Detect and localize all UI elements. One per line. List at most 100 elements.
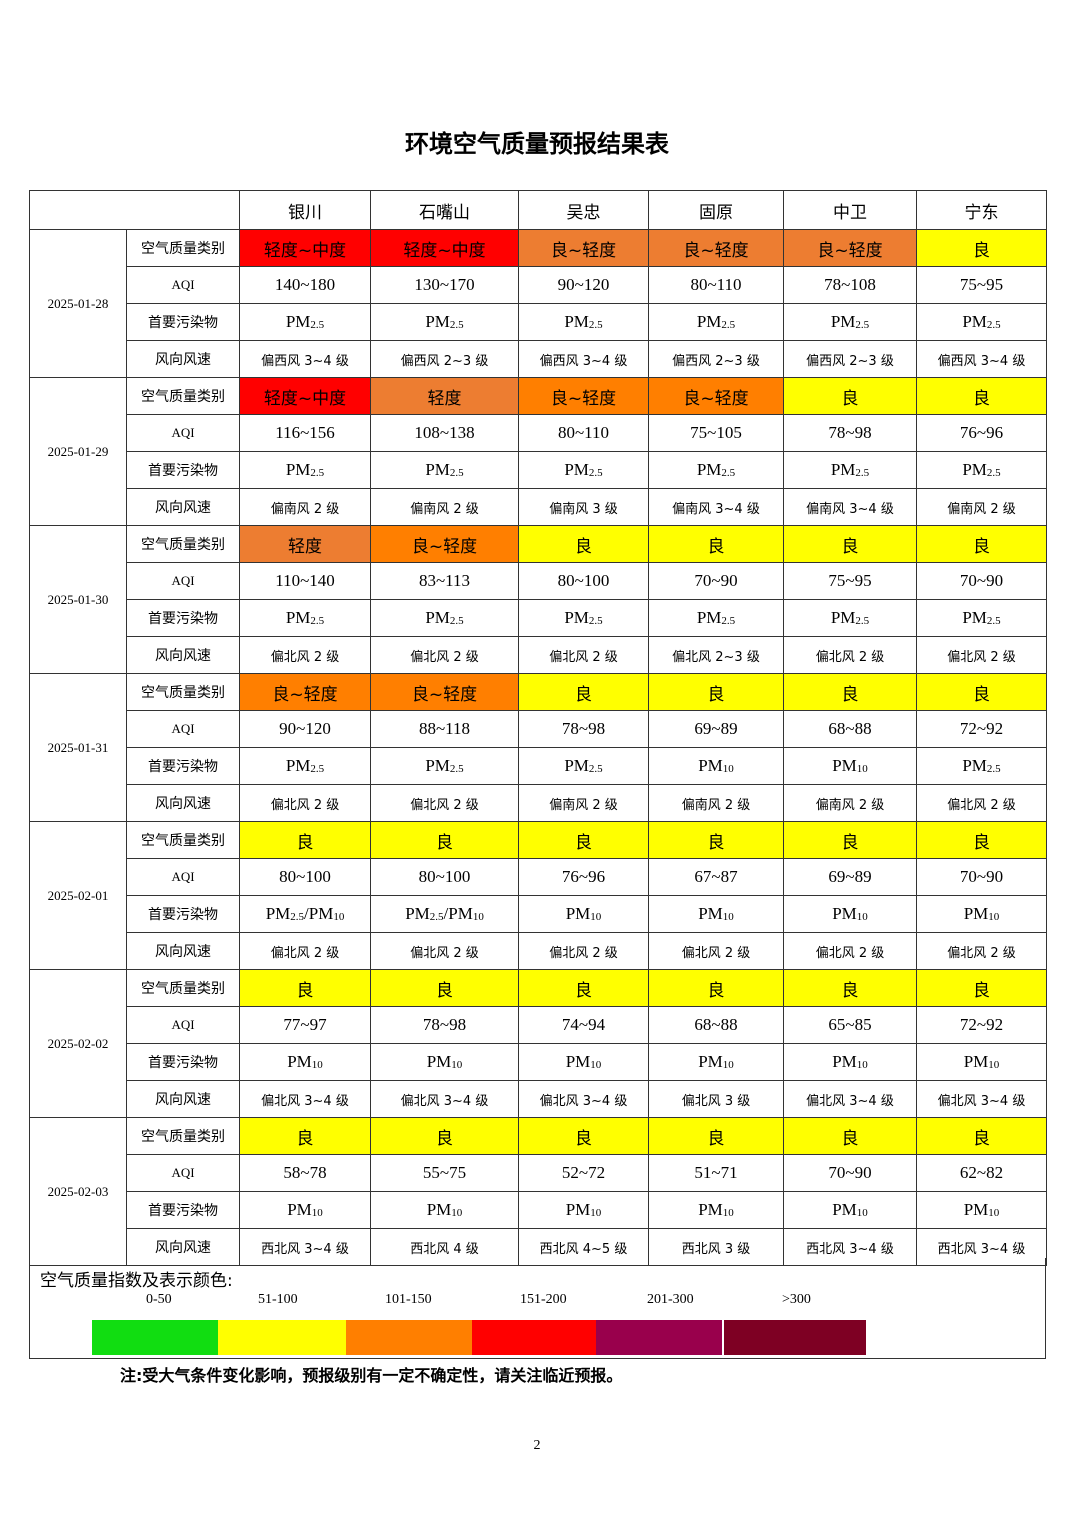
aqi-cell: 69~89 [783, 858, 917, 896]
pollutant-cell: PM2.5 [370, 747, 519, 785]
wind-cell: 偏西风 2~3 级 [648, 340, 784, 378]
aqi-cell: 68~88 [648, 1006, 784, 1044]
aqi-cell: 69~89 [648, 710, 784, 748]
pollutant-cell: PM10 [648, 747, 784, 785]
aqi-cell: 75~95 [783, 562, 917, 600]
aqi-cell: 110~140 [239, 562, 371, 600]
wind-cell: 偏北风 3~4 级 [370, 1080, 519, 1118]
row-label: 首要污染物 [126, 451, 240, 489]
aqi-cell: 62~82 [916, 1154, 1047, 1192]
table-row: 风向风速 偏西风 3~4 级偏西风 2~3 级偏西风 3~4 级偏西风 2~3 级… [30, 340, 1047, 378]
wind-cell: 偏南风 2 级 [783, 784, 917, 822]
aqi-cell: 78~108 [783, 266, 917, 304]
row-label: 风向风速 [126, 1080, 240, 1118]
wind-cell: 偏南风 2 级 [916, 488, 1047, 526]
category-cell: 良~轻度 [239, 673, 371, 711]
row-label: AQI [126, 266, 240, 304]
category-cell: 良 [783, 821, 917, 859]
pollutant-cell: PM10 [370, 1191, 519, 1229]
legend-swatch [218, 1320, 346, 1355]
legend-title: 空气质量指数及表示颜色: [40, 1271, 233, 1291]
row-label: 空气质量类别 [126, 525, 240, 563]
wind-cell: 偏北风 3~4 级 [916, 1080, 1047, 1118]
aqi-cell: 76~96 [518, 858, 649, 896]
wind-cell: 偏南风 2 级 [648, 784, 784, 822]
page-title: 环境空气质量预报结果表 [405, 130, 669, 158]
table-row: 首要污染物 PM2.5/PM10 PM2.5/PM10 PM10 PM10 PM10 PM1… [30, 895, 1047, 933]
row-label: 风向风速 [126, 636, 240, 674]
row-label: 空气质量类别 [126, 377, 240, 415]
row-label: 空气质量类别 [126, 673, 240, 711]
table-row: 2025-02-03 空气质量类别良良良良良良 [29, 1117, 1047, 1266]
row-label: 风向风速 [126, 1228, 240, 1266]
date-cell: 2025-01-28 [29, 229, 127, 378]
aqi-cell: 70~90 [783, 1154, 917, 1192]
category-cell: 良 [916, 229, 1047, 267]
city-header: 银川 [239, 190, 371, 230]
pollutant-cell: PM10 [648, 895, 784, 933]
category-cell: 良~轻度 [370, 525, 519, 563]
wind-cell: 偏北风 2 级 [916, 636, 1047, 674]
pollutant-cell: PM2.5 [518, 747, 649, 785]
legend-range-label: 0-50 [146, 1292, 172, 1307]
wind-cell: 偏北风 2 级 [783, 636, 917, 674]
pollutant-cell: PM10 [370, 1043, 519, 1081]
category-cell: 轻度~中度 [239, 377, 371, 415]
pollutant-cell: PM2.5 [916, 303, 1047, 341]
wind-cell: 偏南风 2 级 [518, 784, 649, 822]
legend-swatch [596, 1320, 722, 1355]
aqi-cell: 90~120 [239, 710, 371, 748]
wind-cell: 偏北风 2 级 [370, 784, 519, 822]
page-number: 2 [533, 1438, 541, 1453]
category-cell: 良 [916, 377, 1047, 415]
aqi-cell: 78~98 [783, 414, 917, 452]
pollutant-cell: PM2.5 [239, 747, 371, 785]
wind-cell: 偏西风 2~3 级 [370, 340, 519, 378]
row-label: AQI [126, 1006, 240, 1044]
pollutant-cell: PM10 [783, 1191, 917, 1229]
table-row: AQI 110~140 83~113 80~100 70~90 75~95 70~90 [30, 562, 1047, 600]
category-cell: 轻度 [370, 377, 519, 415]
pollutant-cell: PM2.5 [648, 303, 784, 341]
aqi-cell: 77~97 [239, 1006, 371, 1044]
date-cell: 2025-02-02 [29, 969, 127, 1118]
category-cell: 良~轻度 [518, 229, 649, 267]
wind-cell: 偏南风 3~4 级 [648, 488, 784, 526]
table-row: AQI 77~97 78~98 74~94 68~88 65~85 72~92 [30, 1006, 1047, 1044]
city-header: 中卫 [783, 190, 917, 230]
wind-cell: 偏北风 2 级 [648, 932, 784, 970]
wind-cell: 西北风 3~4 级 [239, 1228, 371, 1266]
aqi-cell: 80~100 [518, 562, 649, 600]
aqi-cell: 140~180 [239, 266, 371, 304]
wind-cell: 偏北风 2 级 [783, 932, 917, 970]
category-cell: 轻度~中度 [239, 229, 371, 267]
pollutant-cell: PM2.5 [518, 303, 649, 341]
table-row: AQI 58~78 55~75 52~72 51~71 70~90 62~82 [30, 1154, 1047, 1192]
aqi-legend: 空气质量指数及表示颜色: 0-50 51-100 101-150 151-200 201… [29, 1258, 1046, 1359]
date-cell: 2025-01-31 [29, 673, 127, 822]
legend-range-label: >300 [782, 1292, 811, 1307]
pollutant-cell: PM10 [783, 747, 917, 785]
wind-cell: 偏北风 2 级 [370, 932, 519, 970]
wind-cell: 偏南风 3~4 级 [783, 488, 917, 526]
pollutant-cell: PM2.5/PM10 [370, 895, 519, 933]
pollutant-cell: PM2.5 [370, 599, 519, 637]
pollutant-cell: PM10 [648, 1043, 784, 1081]
table-row: 首要污染物 PM10 PM10 PM10 PM10 PM10 PM10 [30, 1191, 1047, 1229]
pollutant-cell: PM10 [916, 1191, 1047, 1229]
table-row: 风向风速 偏北风 2 级偏北风 2 级偏北风 2 级偏北风 2~3 级偏北风 2 … [30, 636, 1047, 674]
legend-range-label: 201-300 [647, 1292, 694, 1307]
wind-cell: 偏北风 2 级 [239, 636, 371, 674]
wind-cell: 偏北风 3~4 级 [239, 1080, 371, 1118]
pollutant-cell: PM2.5 [239, 599, 371, 637]
category-cell: 良 [239, 969, 371, 1007]
table-row: 2025-02-02 空气质量类别良良良良良良 [29, 969, 1047, 1118]
category-cell: 良 [648, 821, 784, 859]
category-cell: 良~轻度 [518, 377, 649, 415]
aqi-cell: 58~78 [239, 1154, 371, 1192]
category-cell: 良 [783, 377, 917, 415]
aqi-cell: 116~156 [239, 414, 371, 452]
category-cell: 良 [239, 1117, 371, 1155]
wind-cell: 偏西风 3~4 级 [916, 340, 1047, 378]
wind-cell: 偏北风 2 级 [916, 932, 1047, 970]
